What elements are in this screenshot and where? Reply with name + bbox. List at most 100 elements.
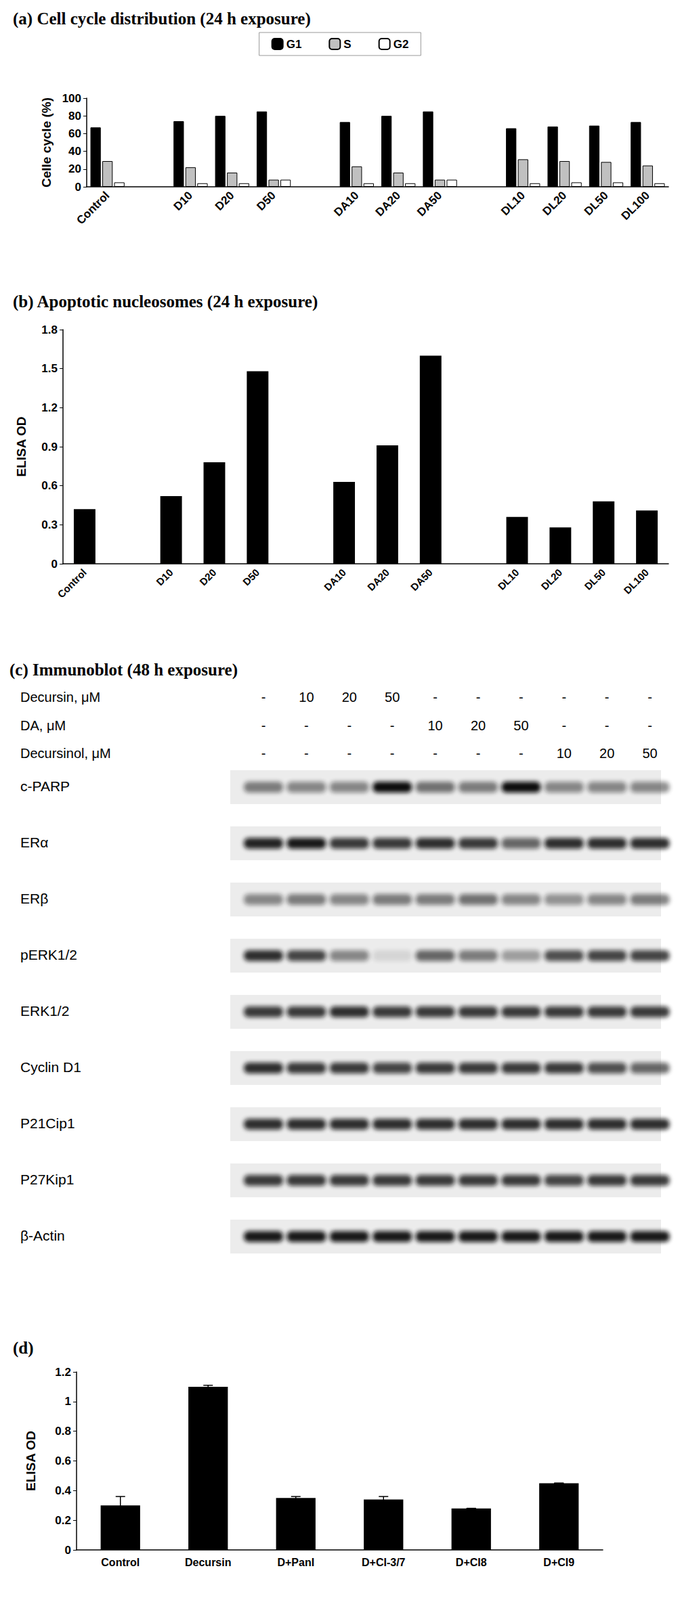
svg-text:Celle cycle (%): Celle cycle (%) bbox=[39, 97, 54, 188]
svg-text:0.4: 0.4 bbox=[54, 1485, 72, 1499]
svg-text:DL50: DL50 bbox=[581, 566, 608, 593]
svg-text:-: - bbox=[518, 690, 524, 706]
svg-text:β-Actin: β-Actin bbox=[20, 1228, 66, 1245]
svg-text:-: - bbox=[604, 718, 610, 734]
svg-text:20: 20 bbox=[68, 162, 82, 176]
svg-text:-: - bbox=[304, 746, 309, 762]
svg-text:-: - bbox=[346, 746, 352, 762]
svg-text:100: 100 bbox=[62, 92, 82, 105]
svg-text:0: 0 bbox=[51, 558, 58, 571]
svg-text:-: - bbox=[261, 718, 267, 734]
svg-text:DL100: DL100 bbox=[619, 188, 653, 223]
svg-text:10: 10 bbox=[427, 718, 443, 734]
svg-text:0: 0 bbox=[75, 180, 82, 194]
svg-text:-: - bbox=[390, 746, 395, 762]
svg-text:ERβ: ERβ bbox=[20, 891, 49, 907]
svg-text:Decursinol, μM: Decursinol, μM bbox=[20, 746, 112, 762]
svg-text:(c) Immunoblot (48 h exposure): (c) Immunoblot (48 h exposure) bbox=[9, 661, 238, 680]
svg-text:c-PARP: c-PARP bbox=[20, 778, 70, 795]
svg-text:P21Cip1: P21Cip1 bbox=[20, 1116, 76, 1132]
svg-text:S: S bbox=[343, 37, 351, 51]
svg-text:DA, μM: DA, μM bbox=[20, 718, 66, 734]
svg-text:Control: Control bbox=[54, 566, 89, 601]
svg-text:-: - bbox=[518, 746, 524, 762]
svg-text:G1: G1 bbox=[286, 37, 303, 51]
svg-text:D50: D50 bbox=[253, 188, 278, 213]
svg-text:-: - bbox=[261, 746, 267, 762]
svg-text:DL10: DL10 bbox=[495, 566, 522, 593]
svg-text:Cyclin D1: Cyclin D1 bbox=[20, 1059, 82, 1076]
svg-text:ELISA OD: ELISA OD bbox=[23, 1431, 38, 1493]
svg-text:80: 80 bbox=[68, 109, 82, 123]
svg-text:D20: D20 bbox=[197, 566, 219, 588]
svg-text:DA10: DA10 bbox=[331, 188, 361, 219]
svg-text:(b) Apoptotic nucleosomes (24: (b) Apoptotic nucleosomes (24 h exposure… bbox=[12, 292, 318, 312]
svg-text:DL20: DL20 bbox=[538, 566, 565, 593]
svg-text:-: - bbox=[561, 690, 567, 706]
svg-text:(d): (d) bbox=[12, 1339, 34, 1359]
svg-text:10: 10 bbox=[298, 690, 314, 706]
svg-text:-: - bbox=[647, 690, 653, 706]
svg-text:Control: Control bbox=[73, 188, 112, 227]
svg-text:0.3: 0.3 bbox=[41, 518, 58, 532]
svg-text:40: 40 bbox=[68, 144, 82, 158]
svg-text:Control: Control bbox=[100, 1557, 140, 1570]
svg-text:DA20: DA20 bbox=[373, 188, 403, 219]
svg-text:-: - bbox=[604, 690, 610, 706]
svg-text:DA10: DA10 bbox=[321, 566, 349, 594]
svg-text:50: 50 bbox=[384, 690, 400, 706]
svg-text:50: 50 bbox=[642, 746, 657, 762]
svg-text:DA50: DA50 bbox=[414, 188, 445, 219]
svg-text:ERK1/2: ERK1/2 bbox=[20, 1003, 70, 1020]
svg-text:D+CI8: D+CI8 bbox=[455, 1557, 487, 1570]
svg-text:-: - bbox=[647, 718, 653, 734]
svg-text:-: - bbox=[561, 718, 567, 734]
svg-text:G2: G2 bbox=[393, 37, 410, 51]
svg-text:DL100: DL100 bbox=[621, 566, 651, 597]
svg-text:0.6: 0.6 bbox=[41, 479, 58, 493]
svg-text:-: - bbox=[432, 746, 438, 762]
svg-text:-: - bbox=[432, 690, 438, 706]
svg-text:50: 50 bbox=[513, 718, 529, 734]
svg-text:1.2: 1.2 bbox=[54, 1366, 72, 1380]
svg-text:-: - bbox=[476, 746, 481, 762]
svg-text:1.5: 1.5 bbox=[41, 362, 58, 376]
svg-text:D20: D20 bbox=[212, 188, 237, 213]
svg-text:1.8: 1.8 bbox=[41, 323, 58, 337]
svg-text:D+CI9: D+CI9 bbox=[543, 1557, 575, 1570]
svg-text:DL20: DL20 bbox=[540, 188, 570, 219]
svg-text:0.6: 0.6 bbox=[54, 1455, 72, 1469]
svg-text:D50: D50 bbox=[240, 566, 262, 588]
svg-text:-: - bbox=[476, 690, 481, 706]
svg-text:D+CI-3/7: D+CI-3/7 bbox=[361, 1557, 406, 1570]
svg-text:Decursin: Decursin bbox=[184, 1557, 231, 1570]
svg-text:D10: D10 bbox=[171, 188, 196, 213]
svg-text:-: - bbox=[261, 690, 267, 706]
svg-text:D10: D10 bbox=[153, 566, 175, 588]
svg-text:0.9: 0.9 bbox=[41, 440, 58, 454]
svg-text:P27Kip1: P27Kip1 bbox=[20, 1172, 74, 1188]
svg-text:-: - bbox=[304, 718, 309, 734]
svg-text:1.2: 1.2 bbox=[41, 401, 58, 415]
svg-text:-: - bbox=[390, 718, 395, 734]
svg-text:20: 20 bbox=[599, 746, 615, 762]
svg-text:ELISA OD: ELISA OD bbox=[14, 416, 29, 477]
svg-text:Decursin, μM: Decursin, μM bbox=[20, 690, 101, 706]
svg-text:DA50: DA50 bbox=[408, 566, 435, 594]
svg-text:DL10: DL10 bbox=[498, 188, 528, 219]
svg-text:0: 0 bbox=[65, 1544, 72, 1558]
svg-text:20: 20 bbox=[342, 690, 357, 706]
svg-text:-: - bbox=[346, 718, 352, 734]
svg-text:20: 20 bbox=[470, 718, 486, 734]
svg-text:10: 10 bbox=[556, 746, 572, 762]
svg-text:0.8: 0.8 bbox=[54, 1425, 72, 1439]
svg-text:1: 1 bbox=[65, 1395, 72, 1409]
svg-text:(a) Cell cycle distribution (2: (a) Cell cycle distribution (24 h exposu… bbox=[12, 9, 311, 29]
svg-text:pERK1/2: pERK1/2 bbox=[20, 947, 78, 964]
svg-text:60: 60 bbox=[68, 127, 82, 141]
svg-text:0.2: 0.2 bbox=[54, 1515, 72, 1528]
svg-text:DL50: DL50 bbox=[581, 188, 611, 219]
svg-text:ERα: ERα bbox=[20, 835, 49, 851]
svg-text:D+PanI: D+PanI bbox=[277, 1557, 315, 1570]
svg-text:DA20: DA20 bbox=[365, 566, 392, 594]
